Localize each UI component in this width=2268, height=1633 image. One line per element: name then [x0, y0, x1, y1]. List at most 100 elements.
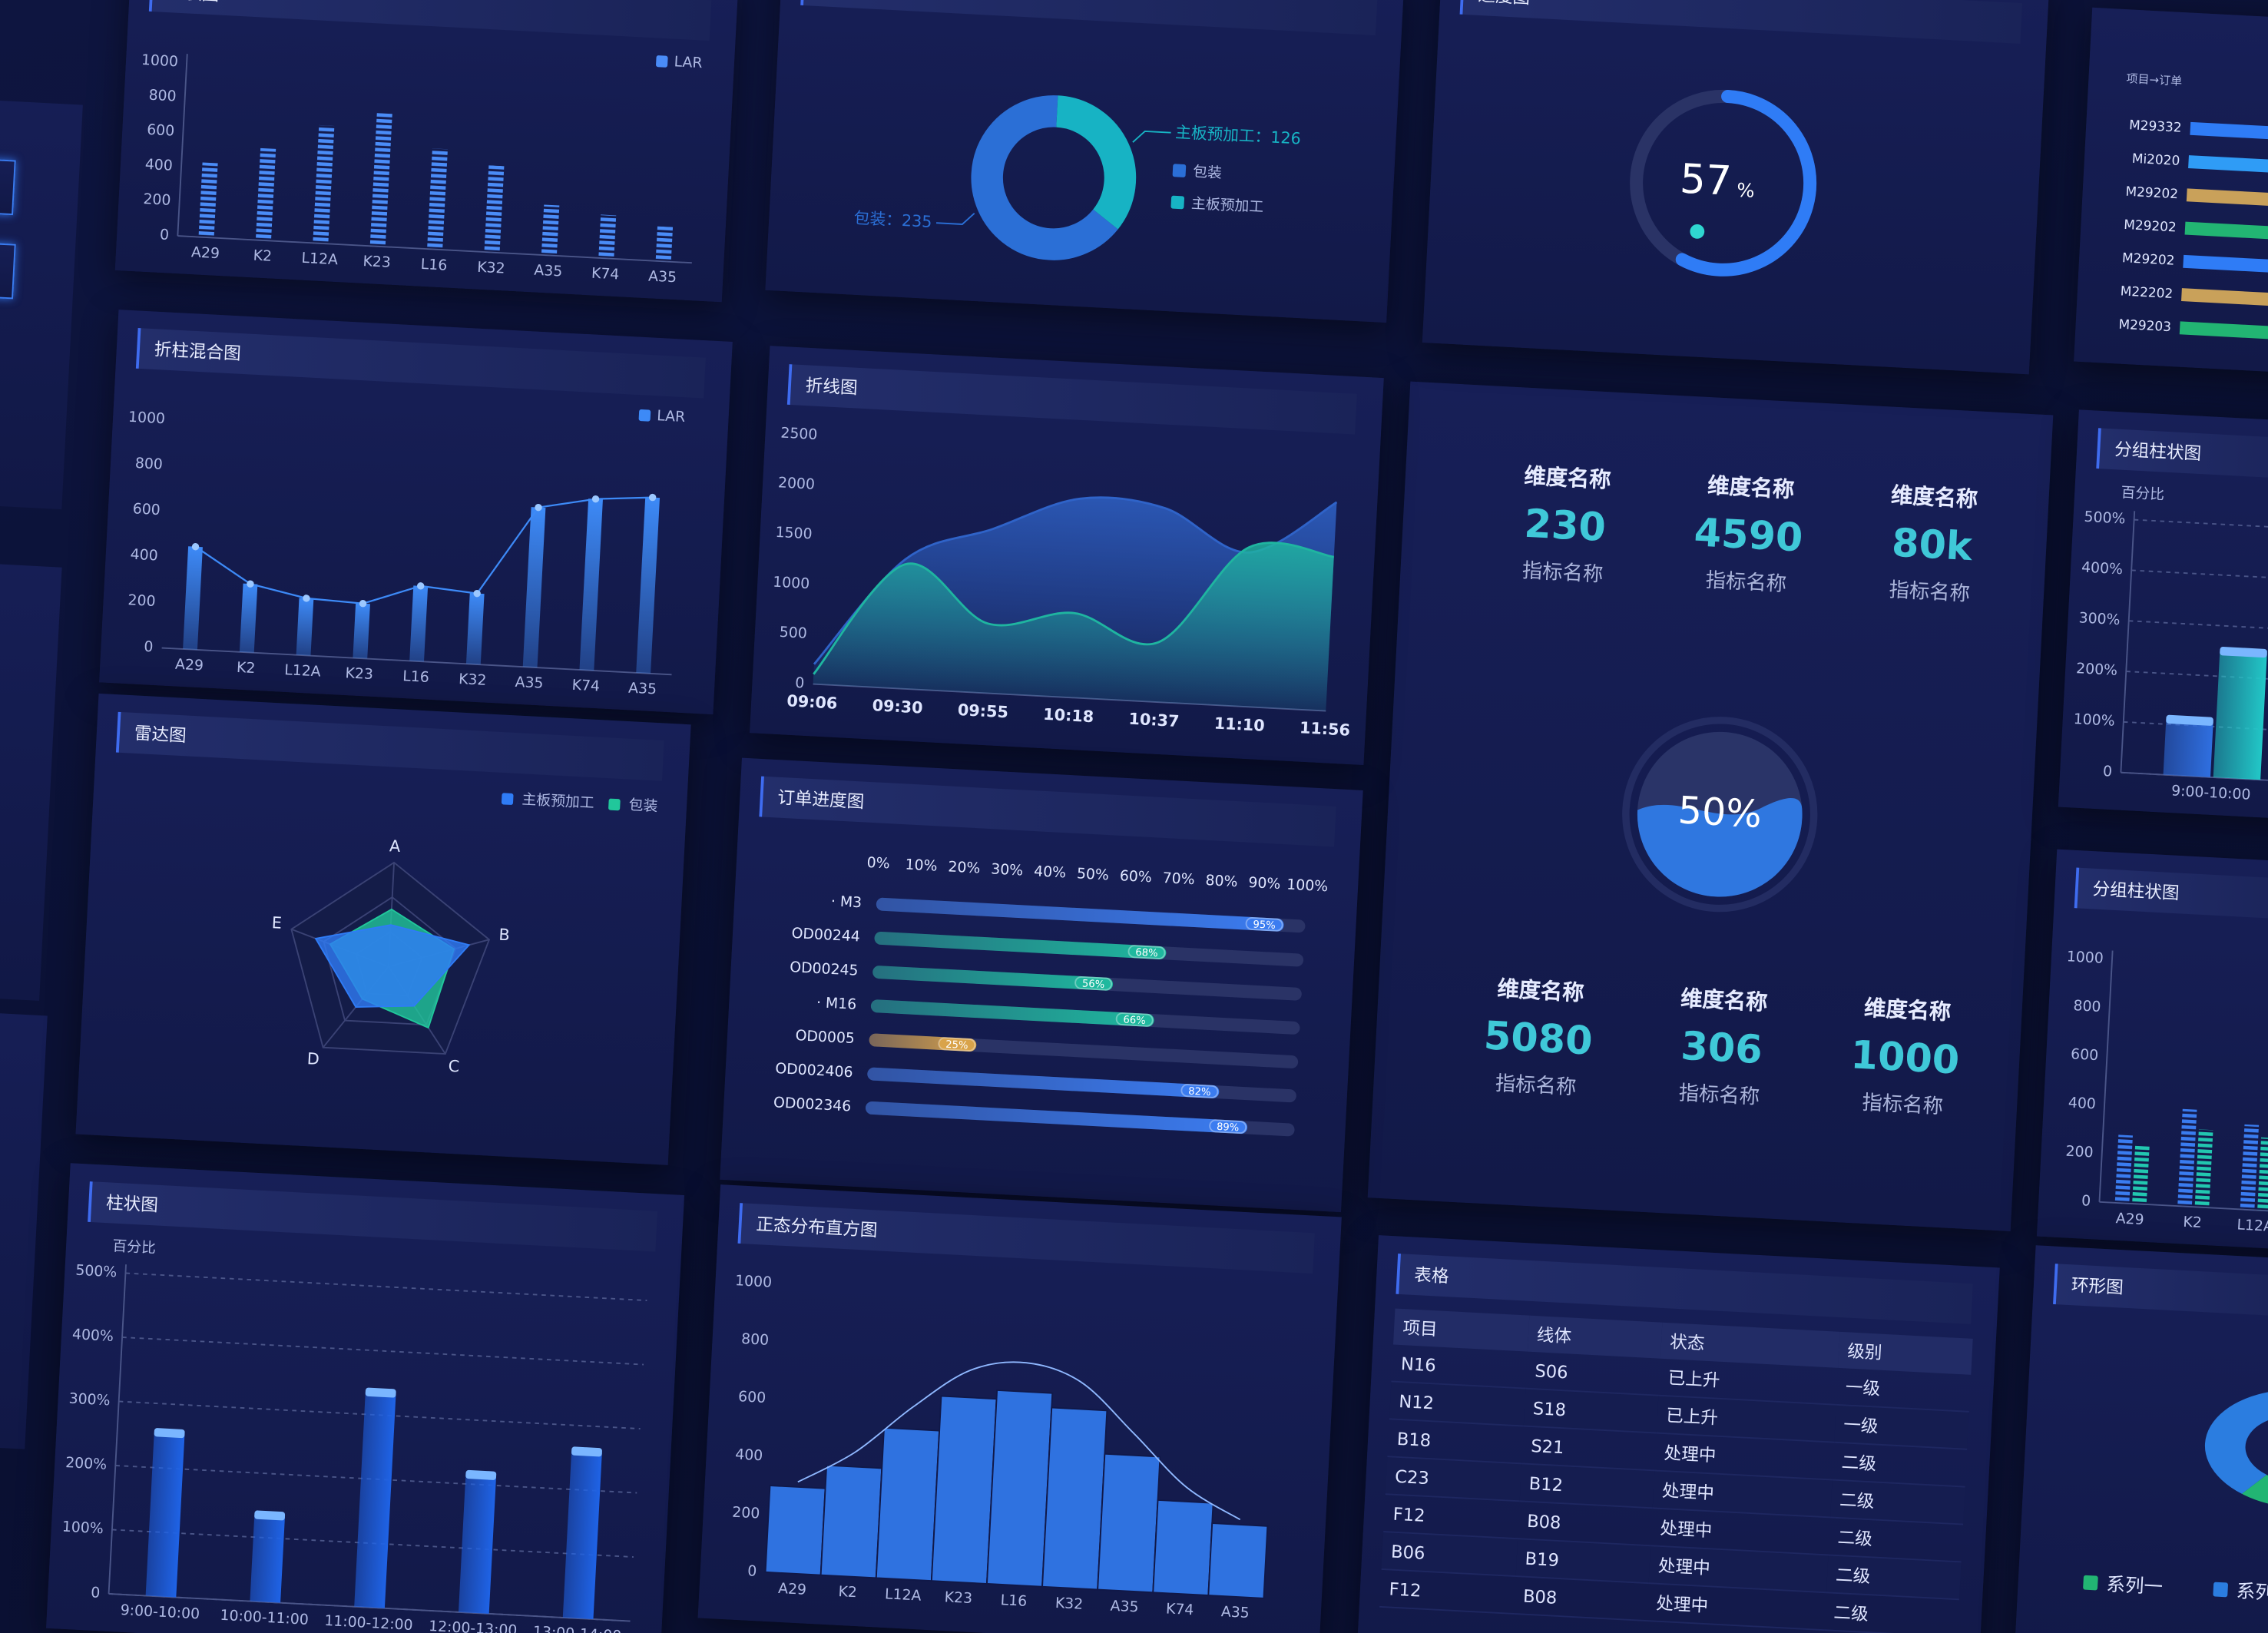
y-tick-label: 1000	[773, 575, 810, 592]
legend-swatch	[1170, 195, 1185, 210]
y-tick-label: OD00245	[790, 959, 859, 979]
bar	[250, 1514, 285, 1603]
panel: 进度图57%	[1422, 0, 2050, 375]
radar-area	[314, 924, 471, 1008]
bar	[2163, 719, 2213, 777]
x-tick-label: 11:00-12:00	[324, 1613, 413, 1633]
y-tick-label: M29202	[2125, 184, 2178, 202]
x-tick-label: 11:56	[1300, 718, 1351, 739]
panel: 折柱混合图 0 200 400 600 800 1000 A29 K2 L12A K23 L16 K32…	[99, 310, 733, 715]
kpi: 维度名称 306 指标名称	[1639, 980, 1804, 1113]
x-tick-label: A35	[534, 263, 563, 280]
bar	[2179, 321, 2268, 346]
data-label: 82%	[1188, 1086, 1211, 1099]
bar	[2183, 254, 2268, 281]
x-tick-label: K23	[944, 1589, 972, 1607]
kpi: 维度名称 80k 指标名称	[1849, 477, 2015, 610]
legend-label: LAR	[657, 408, 686, 426]
y-tick-label: 0	[795, 675, 805, 692]
x-axis	[108, 1593, 631, 1622]
y-tick-label: 0	[2081, 1193, 2091, 1210]
value-pill	[1115, 1012, 1154, 1027]
bar	[239, 583, 258, 653]
y-tick-label: 200%	[2076, 661, 2118, 679]
bar	[183, 546, 203, 650]
leader-line	[1132, 130, 1171, 143]
panel: 折线图 0 500 1000 1500 2000 2500 09:06 09:30 09:55 10…	[750, 346, 1384, 766]
line-point	[247, 580, 254, 588]
y-axis	[108, 1264, 127, 1595]
chart: 0 200 400 600 800 1000 A29 K2 L12A K23 L16 K32 A35 K7…	[127, 408, 686, 697]
bar	[2240, 1124, 2260, 1211]
y-tick-label: 0	[91, 1585, 101, 1602]
x-tick-label: 50%	[1076, 866, 1109, 883]
y-tick-label: 2500	[780, 426, 818, 443]
x-tick-label: A35	[1220, 1604, 1250, 1621]
x-tick-label: L16	[1000, 1592, 1028, 1610]
bar	[465, 593, 485, 665]
bar	[2177, 1108, 2197, 1207]
table-cell: 一级	[1833, 1404, 1969, 1449]
bar	[2114, 1134, 2133, 1204]
y-tick-label: 400%	[71, 1327, 114, 1345]
x-tick-label: K2	[253, 248, 272, 265]
gauge-text: 57%	[1679, 155, 1756, 206]
chart: 57%	[1630, 89, 1817, 277]
bar	[875, 1426, 941, 1582]
chart: 50%	[1622, 717, 1818, 913]
y-tick-label: 800	[741, 1331, 770, 1349]
bar-cap	[2166, 714, 2213, 726]
chart: 0 200 400 600 800 1000 A29 K2 L12A	[2065, 949, 2268, 1235]
bar	[1207, 1522, 1269, 1599]
y-tick-label: Mi2020	[2131, 151, 2180, 168]
y-tick-label: 300%	[2078, 610, 2121, 628]
line-point	[535, 503, 542, 512]
x-tick-label: 12:00-13:00	[429, 1618, 518, 1633]
x-tick-label: A35	[515, 674, 544, 692]
x-tick-label: K74	[591, 266, 620, 283]
bar	[2213, 651, 2267, 780]
data-label: 主板预加工：126	[1175, 123, 1302, 148]
bar	[598, 214, 617, 259]
chart: A B C D E 包装 主板预加工	[271, 791, 658, 1076]
bar	[255, 147, 276, 241]
x-tick-label: 90%	[1248, 875, 1281, 893]
x-tick-label: 10:18	[1043, 705, 1094, 726]
x-tick-label: A29	[778, 1581, 807, 1598]
line-point	[303, 595, 310, 602]
liquid-unit: %	[1725, 790, 1763, 836]
bar	[313, 124, 335, 244]
x-tick-label: A35	[1110, 1598, 1139, 1616]
liquid-value: 50	[1677, 788, 1727, 834]
bar	[1152, 1499, 1214, 1597]
bar	[985, 1389, 1054, 1588]
x-tick-label: L12A	[885, 1586, 922, 1604]
x-tick-label: K2	[838, 1584, 857, 1601]
legend-label: 包装	[628, 797, 658, 815]
x-tick-label: L16	[402, 668, 430, 686]
x-tick-label: 09:06	[786, 691, 838, 712]
kpi: 维度名称 230 指标名称	[1482, 458, 1647, 591]
legend-label: 主板预加工	[521, 791, 594, 812]
table-cell: B19	[1515, 1539, 1651, 1584]
y-tick-label: 400	[2068, 1095, 2096, 1112]
value-pill	[1127, 945, 1166, 959]
data-label: 56%	[1082, 978, 1105, 991]
y-tick-label: 0	[144, 639, 154, 656]
y-tick-label: 400	[144, 157, 173, 174]
x-tick-label: 9:00-10:00	[120, 1602, 200, 1622]
x-tick-label: 80%	[1205, 873, 1238, 890]
radar-label: E	[271, 913, 282, 932]
bar	[930, 1395, 998, 1585]
x-tick-label: A29	[174, 657, 204, 674]
bar	[484, 165, 505, 253]
kpi-value: 230	[1523, 502, 1607, 552]
x-tick-label: L12A	[284, 662, 321, 680]
x-tick-label: 9:00-10:00	[2171, 783, 2251, 803]
chart: 0 200 400 600 800 1000 A29 K2 L12A K23 L16 K32 A35 K7…	[732, 1273, 1269, 1621]
y-tick-label: · M3	[830, 893, 862, 911]
fit-curve	[797, 1361, 1241, 1521]
bar	[145, 1432, 185, 1598]
